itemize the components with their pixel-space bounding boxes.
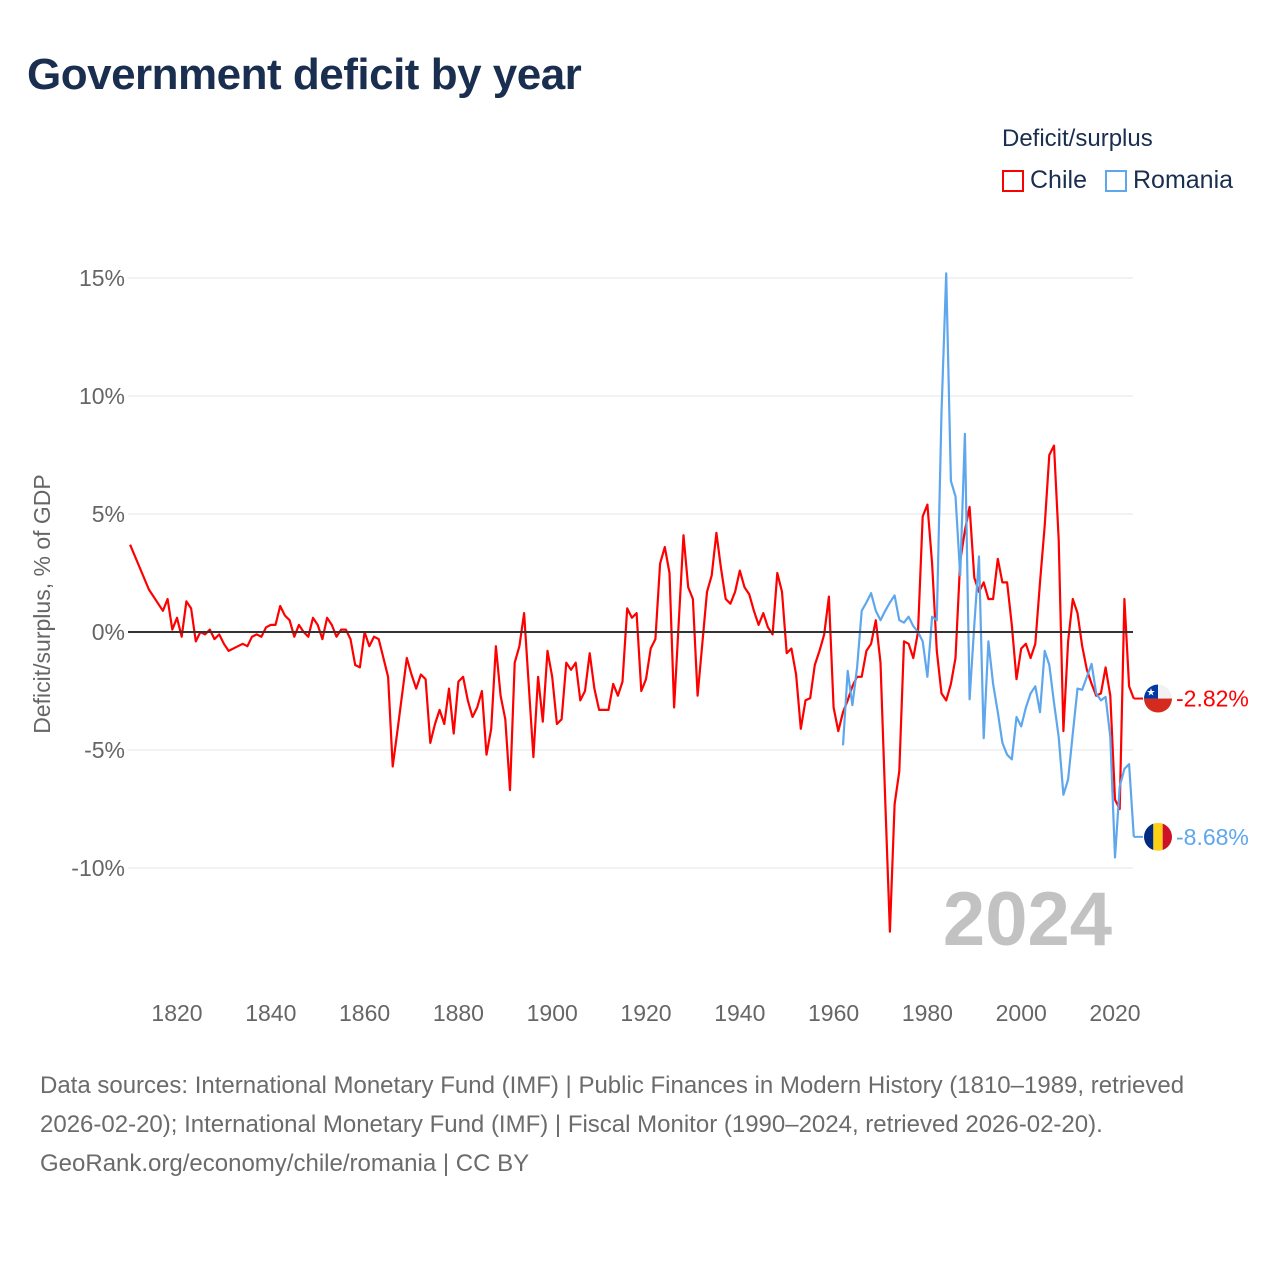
legend-item-romania[interactable]: Romania bbox=[1104, 166, 1234, 195]
flag-chile-icon: ★ bbox=[1144, 684, 1172, 713]
chart-title: Government deficit by year bbox=[27, 50, 582, 99]
legend-title: Deficit/surplus bbox=[1002, 125, 1153, 152]
x-tick-label: 1960 bbox=[808, 1000, 859, 1026]
y-axis-label: Deficit/surplus, % of GDP bbox=[29, 474, 55, 733]
chart-area: 15% 10% 5% 0% -5% -10% 1820 1840 1860 1880 1900 192… bbox=[29, 265, 1249, 1026]
y-tick-label: -5% bbox=[84, 737, 125, 763]
series-line-romania bbox=[841, 272, 1135, 859]
legend-item-chile[interactable]: Chile bbox=[1002, 166, 1087, 195]
y-tick-label: 5% bbox=[92, 501, 125, 527]
end-value-label-romania: -8.68% bbox=[1176, 824, 1249, 850]
end-value-label-chile: -2.82% bbox=[1176, 686, 1249, 712]
svg-text:★: ★ bbox=[1147, 688, 1156, 699]
footer: Data sources: International Monetary Fun… bbox=[40, 1066, 1240, 1183]
x-tick-label: 2000 bbox=[996, 1000, 1047, 1026]
x-tick-label: 1860 bbox=[339, 1000, 390, 1026]
year-watermark: 2024 bbox=[943, 877, 1112, 962]
legend: Chile Romania bbox=[1002, 166, 1233, 195]
x-tick-label: 2020 bbox=[1089, 1000, 1140, 1026]
x-tick-label: 1900 bbox=[527, 1000, 578, 1026]
y-tick-label: 0% bbox=[92, 619, 125, 645]
series-line-chile bbox=[129, 444, 1135, 933]
y-tick-label: 10% bbox=[79, 383, 125, 409]
credit-link[interactable]: GeoRank.org/economy/chile/romania | CC B… bbox=[40, 1150, 530, 1177]
data-sources: Data sources: International Monetary Fun… bbox=[40, 1072, 1185, 1138]
legend-swatch-chile bbox=[1002, 169, 1024, 192]
y-tick-label: -10% bbox=[71, 855, 125, 881]
x-tick-label: 1880 bbox=[433, 1000, 484, 1026]
x-tick-label: 1980 bbox=[902, 1000, 953, 1026]
legend-swatch-romania bbox=[1104, 169, 1127, 192]
y-tick-label: 15% bbox=[79, 265, 125, 291]
legend-label-romania: Romania bbox=[1132, 166, 1234, 194]
flag-romania-icon bbox=[1144, 822, 1172, 851]
x-tick-label: 1820 bbox=[151, 1000, 202, 1026]
x-tick-label: 1840 bbox=[245, 1000, 296, 1026]
x-tick-label: 1940 bbox=[714, 1000, 765, 1026]
x-tick-label: 1920 bbox=[620, 1000, 671, 1026]
legend-label-chile: Chile bbox=[1030, 166, 1087, 194]
